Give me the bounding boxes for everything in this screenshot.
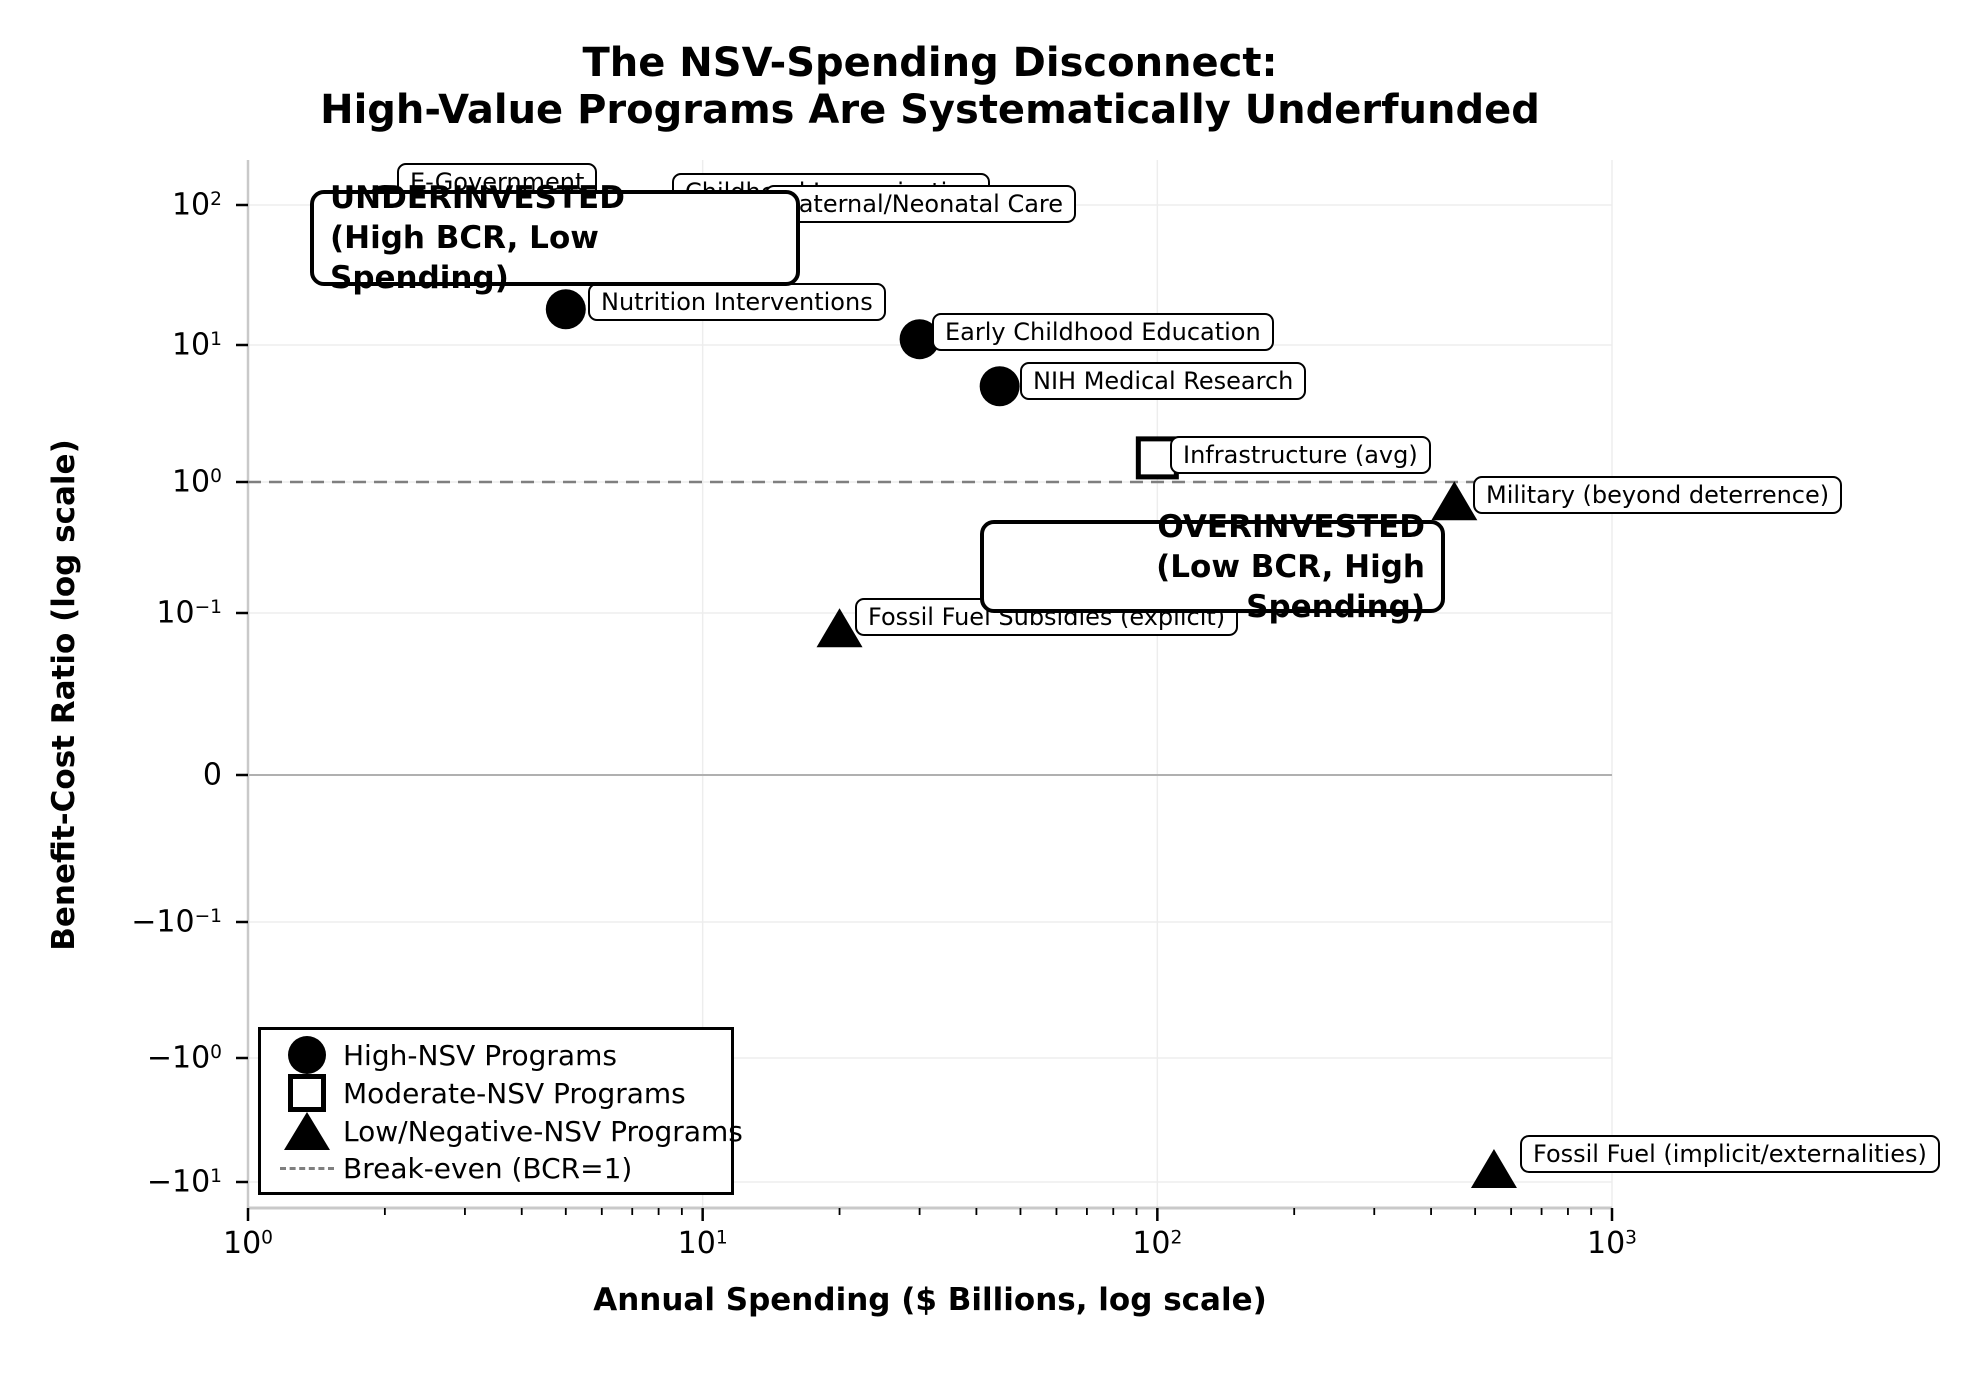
data-point-triangle	[816, 608, 863, 648]
y-tick-label: 101	[171, 327, 222, 363]
chart-title: The NSV-Spending Disconnect: High-Value …	[320, 40, 1540, 134]
annotation-underinvested: UNDERINVESTED (High BCR, Low Spending)	[310, 180, 800, 296]
y-tick-label: 100	[171, 464, 222, 500]
legend-row-high-nsv: High-NSV Programs	[271, 1036, 721, 1074]
point-label: Military (beyond deterrence)	[1473, 476, 1843, 515]
point-label: Infrastructure (avg)	[1170, 436, 1431, 475]
dashed-line-icon	[271, 1166, 343, 1170]
y-tick-label: −10−1	[131, 904, 222, 940]
chart-title-line2: High-Value Programs Are Systematically U…	[320, 87, 1540, 133]
legend: High-NSV Programs Moderate-NSV Programs …	[258, 1027, 743, 1195]
y-tick-label: 102	[171, 187, 222, 223]
legend-label: Break-even (BCR=1)	[343, 1151, 633, 1185]
x-tick-label: 100	[222, 1226, 274, 1261]
data-point-triangle	[1470, 1148, 1517, 1188]
data-point-triangle	[1431, 481, 1478, 521]
data-point-circle	[979, 366, 1020, 407]
x-axis-label: Annual Spending ($ Billions, log scale)	[593, 1282, 1267, 1318]
legend-label: High-NSV Programs	[343, 1038, 617, 1072]
x-tick-label: 103	[1586, 1226, 1638, 1261]
point-label: Nutrition Interventions	[588, 283, 886, 322]
legend-label: Moderate-NSV Programs	[343, 1076, 686, 1110]
legend-row-moderate-nsv: Moderate-NSV Programs	[271, 1074, 721, 1112]
x-tick-label: 102	[1132, 1226, 1183, 1261]
point-label: NIH Medical Research	[1020, 362, 1307, 401]
legend-row-low-negative-nsv: Low/Negative-NSV Programs	[271, 1112, 743, 1150]
chart-title-line1: The NSV-Spending Disconnect:	[582, 40, 1278, 86]
y-tick-label: −101	[146, 1164, 222, 1200]
y-tick-label: −100	[146, 1040, 222, 1076]
filled-circle-icon	[271, 1036, 343, 1074]
point-label: Maternal/Neonatal Care	[765, 185, 1077, 224]
y-tick-label: 10−1	[156, 595, 222, 631]
legend-label: Low/Negative-NSV Programs	[343, 1114, 743, 1148]
filled-triangle-icon	[271, 1112, 343, 1150]
x-tick-label: 101	[677, 1226, 728, 1261]
annotation-underinvested-line1: UNDERINVESTED	[330, 180, 625, 216]
annotation-overinvested: OVERINVESTED (Low BCR, High Spending)	[980, 509, 1445, 625]
data-point-circle	[899, 319, 940, 360]
annotation-overinvested-line2: (Low BCR, High Spending)	[1156, 548, 1425, 625]
annotation-overinvested-line1: OVERINVESTED	[1157, 508, 1425, 545]
point-label: Fossil Fuel (implicit/externalities)	[1520, 1135, 1940, 1174]
annotation-underinvested-line2: (High BCR, Low Spending)	[330, 220, 599, 296]
open-square-icon	[271, 1074, 343, 1112]
legend-row-breakeven: Break-even (BCR=1)	[271, 1150, 721, 1186]
point-label: Early Childhood Education	[932, 313, 1274, 352]
y-tick-label: 0	[202, 757, 222, 793]
data-point-circle	[545, 289, 586, 330]
y-axis-label: Benefit-Cost Ratio (log scale)	[46, 439, 82, 951]
